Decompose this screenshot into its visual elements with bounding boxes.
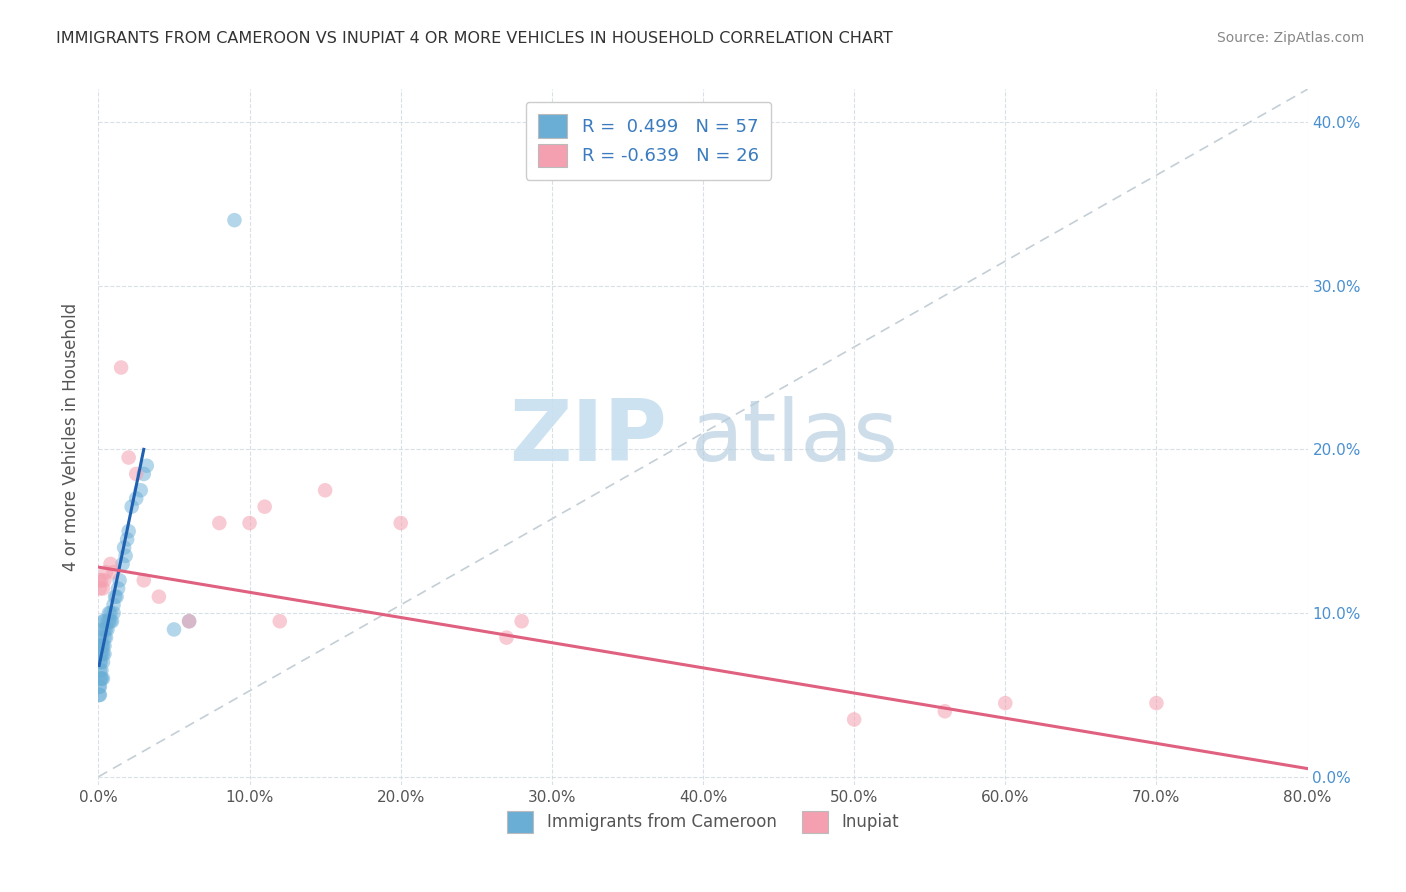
Point: [89, 664, 111, 678]
Point: [91, 672, 114, 686]
Point: [94, 565, 117, 579]
Point: [93, 574, 115, 588]
Point: [91, 614, 114, 628]
Point: [91, 655, 114, 669]
Point: [510, 614, 533, 628]
Point: [104, 590, 127, 604]
Point: [110, 360, 132, 375]
Point: [89, 639, 111, 653]
Point: [224, 213, 246, 227]
Point: [101, 614, 124, 628]
Text: atlas: atlas: [690, 395, 898, 479]
Point: [148, 590, 170, 604]
Point: [103, 565, 125, 579]
Point: [89, 647, 111, 661]
Point: [89, 582, 111, 596]
Text: ZIP: ZIP: [509, 395, 666, 479]
Point: [100, 614, 122, 628]
Point: [103, 598, 125, 612]
Point: [179, 614, 201, 628]
Point: [163, 623, 186, 637]
Point: [100, 557, 122, 571]
Point: [1144, 696, 1167, 710]
Point: [93, 647, 115, 661]
Point: [96, 614, 118, 628]
Point: [98, 606, 121, 620]
Point: [125, 491, 148, 506]
Point: [93, 623, 115, 637]
Point: [844, 713, 866, 727]
Point: [91, 639, 114, 653]
Point: [89, 655, 111, 669]
Point: [90, 655, 112, 669]
Point: [934, 704, 956, 718]
Point: [94, 631, 117, 645]
Point: [495, 631, 517, 645]
Point: [112, 541, 135, 555]
Point: [103, 606, 125, 620]
Point: [129, 483, 152, 498]
Point: [208, 516, 231, 530]
Point: [90, 574, 112, 588]
Point: [90, 647, 112, 661]
Point: [89, 680, 111, 694]
Point: [90, 639, 112, 653]
Point: [994, 696, 1017, 710]
Point: [91, 582, 114, 596]
Point: [90, 631, 112, 645]
Text: IMMIGRANTS FROM CAMEROON VS INUPIAT 4 OR MORE VEHICLES IN HOUSEHOLD CORRELATION : IMMIGRANTS FROM CAMEROON VS INUPIAT 4 OR…: [56, 31, 893, 46]
Legend: Immigrants from Cameroon, Inupiat: Immigrants from Cameroon, Inupiat: [501, 805, 905, 839]
Point: [94, 623, 117, 637]
Point: [108, 574, 131, 588]
Point: [89, 672, 111, 686]
Point: [179, 614, 201, 628]
Point: [90, 664, 112, 678]
Point: [114, 549, 136, 563]
Point: [239, 516, 262, 530]
Point: [89, 688, 111, 702]
Point: [132, 574, 155, 588]
Point: [89, 688, 111, 702]
Point: [91, 623, 114, 637]
Point: [314, 483, 336, 498]
Point: [269, 614, 291, 628]
Point: [125, 467, 148, 481]
Point: [90, 672, 112, 686]
Point: [93, 639, 115, 653]
Point: [111, 557, 134, 571]
Point: [90, 647, 112, 661]
Point: [93, 631, 115, 645]
Point: [253, 500, 276, 514]
Point: [107, 582, 129, 596]
Point: [389, 516, 412, 530]
Point: [115, 533, 138, 547]
Text: Source: ZipAtlas.com: Source: ZipAtlas.com: [1216, 31, 1364, 45]
Point: [89, 680, 111, 694]
Point: [121, 500, 143, 514]
Point: [100, 606, 122, 620]
Point: [132, 467, 155, 481]
Point: [118, 524, 141, 539]
Point: [90, 672, 112, 686]
Point: [91, 639, 114, 653]
Point: [91, 647, 114, 661]
Point: [93, 614, 115, 628]
Point: [98, 614, 121, 628]
Point: [135, 458, 157, 473]
Point: [118, 450, 141, 465]
Y-axis label: 4 or more Vehicles in Household: 4 or more Vehicles in Household: [62, 303, 80, 571]
Point: [96, 623, 118, 637]
Point: [105, 590, 128, 604]
Point: [89, 574, 111, 588]
